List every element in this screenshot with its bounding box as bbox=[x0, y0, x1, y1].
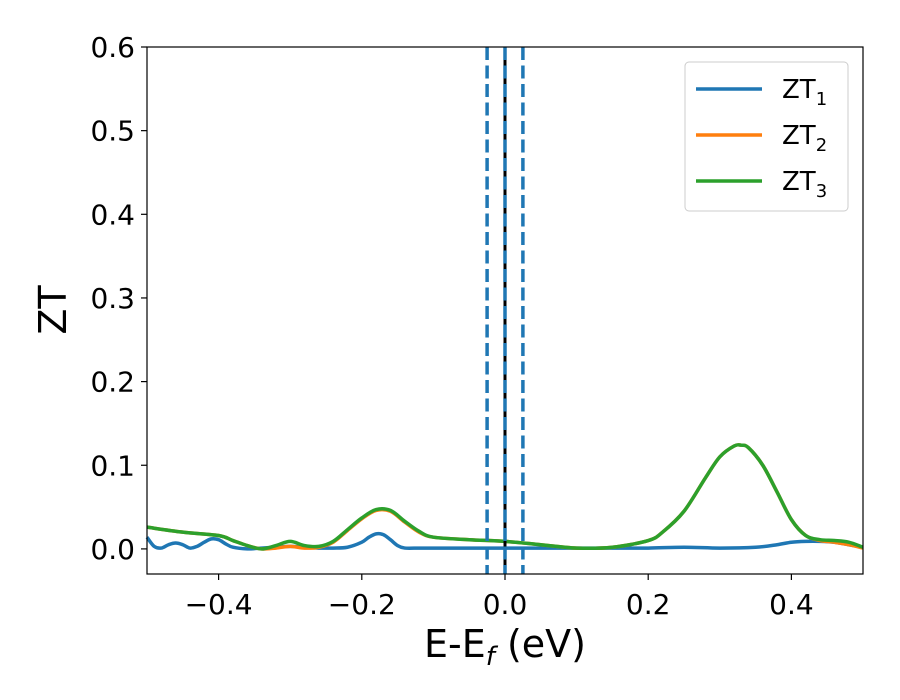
vertical-lines-layer bbox=[485, 47, 525, 574]
x-tick-label: −0.4 bbox=[185, 588, 253, 621]
y-tick-label: 0.3 bbox=[90, 282, 135, 315]
y-tick-label: 0.4 bbox=[90, 198, 135, 231]
y-tick-label: 0.0 bbox=[90, 533, 135, 566]
legend-entries: ZT1 ZT2 ZT3 bbox=[696, 75, 827, 202]
x-tick-label: 0.2 bbox=[626, 588, 671, 621]
y-tick-label: 0.5 bbox=[90, 115, 135, 148]
legend-label-zt3: ZT3 bbox=[782, 167, 827, 202]
y-axis-title: ZT bbox=[31, 285, 75, 335]
x-axis-title: E-Ef (eV) bbox=[424, 622, 586, 672]
x-axis-title-main: E-E bbox=[424, 622, 486, 666]
legend-label-zt1: ZT1 bbox=[782, 75, 827, 110]
x-tick-label: 0.0 bbox=[483, 588, 528, 621]
legend: ZT1 ZT2 ZT3 bbox=[684, 61, 849, 212]
x-tick-label: 0.4 bbox=[769, 588, 814, 621]
legend-box bbox=[684, 61, 849, 212]
x-axis-title-unit: (eV) bbox=[495, 622, 586, 666]
y-tick-label: 0.6 bbox=[90, 31, 135, 64]
y-tick-label: 0.1 bbox=[90, 449, 135, 482]
x-tick-label: −0.2 bbox=[328, 588, 396, 621]
y-ticks: 0.0 0.1 0.2 0.3 0.4 0.5 0.6 bbox=[90, 31, 147, 566]
y-tick-label: 0.2 bbox=[90, 366, 135, 399]
x-ticks: −0.4 −0.2 0.0 0.2 0.4 bbox=[185, 574, 814, 621]
series-line-zt1 bbox=[145, 531, 864, 551]
legend-label-zt2: ZT2 bbox=[782, 121, 827, 156]
